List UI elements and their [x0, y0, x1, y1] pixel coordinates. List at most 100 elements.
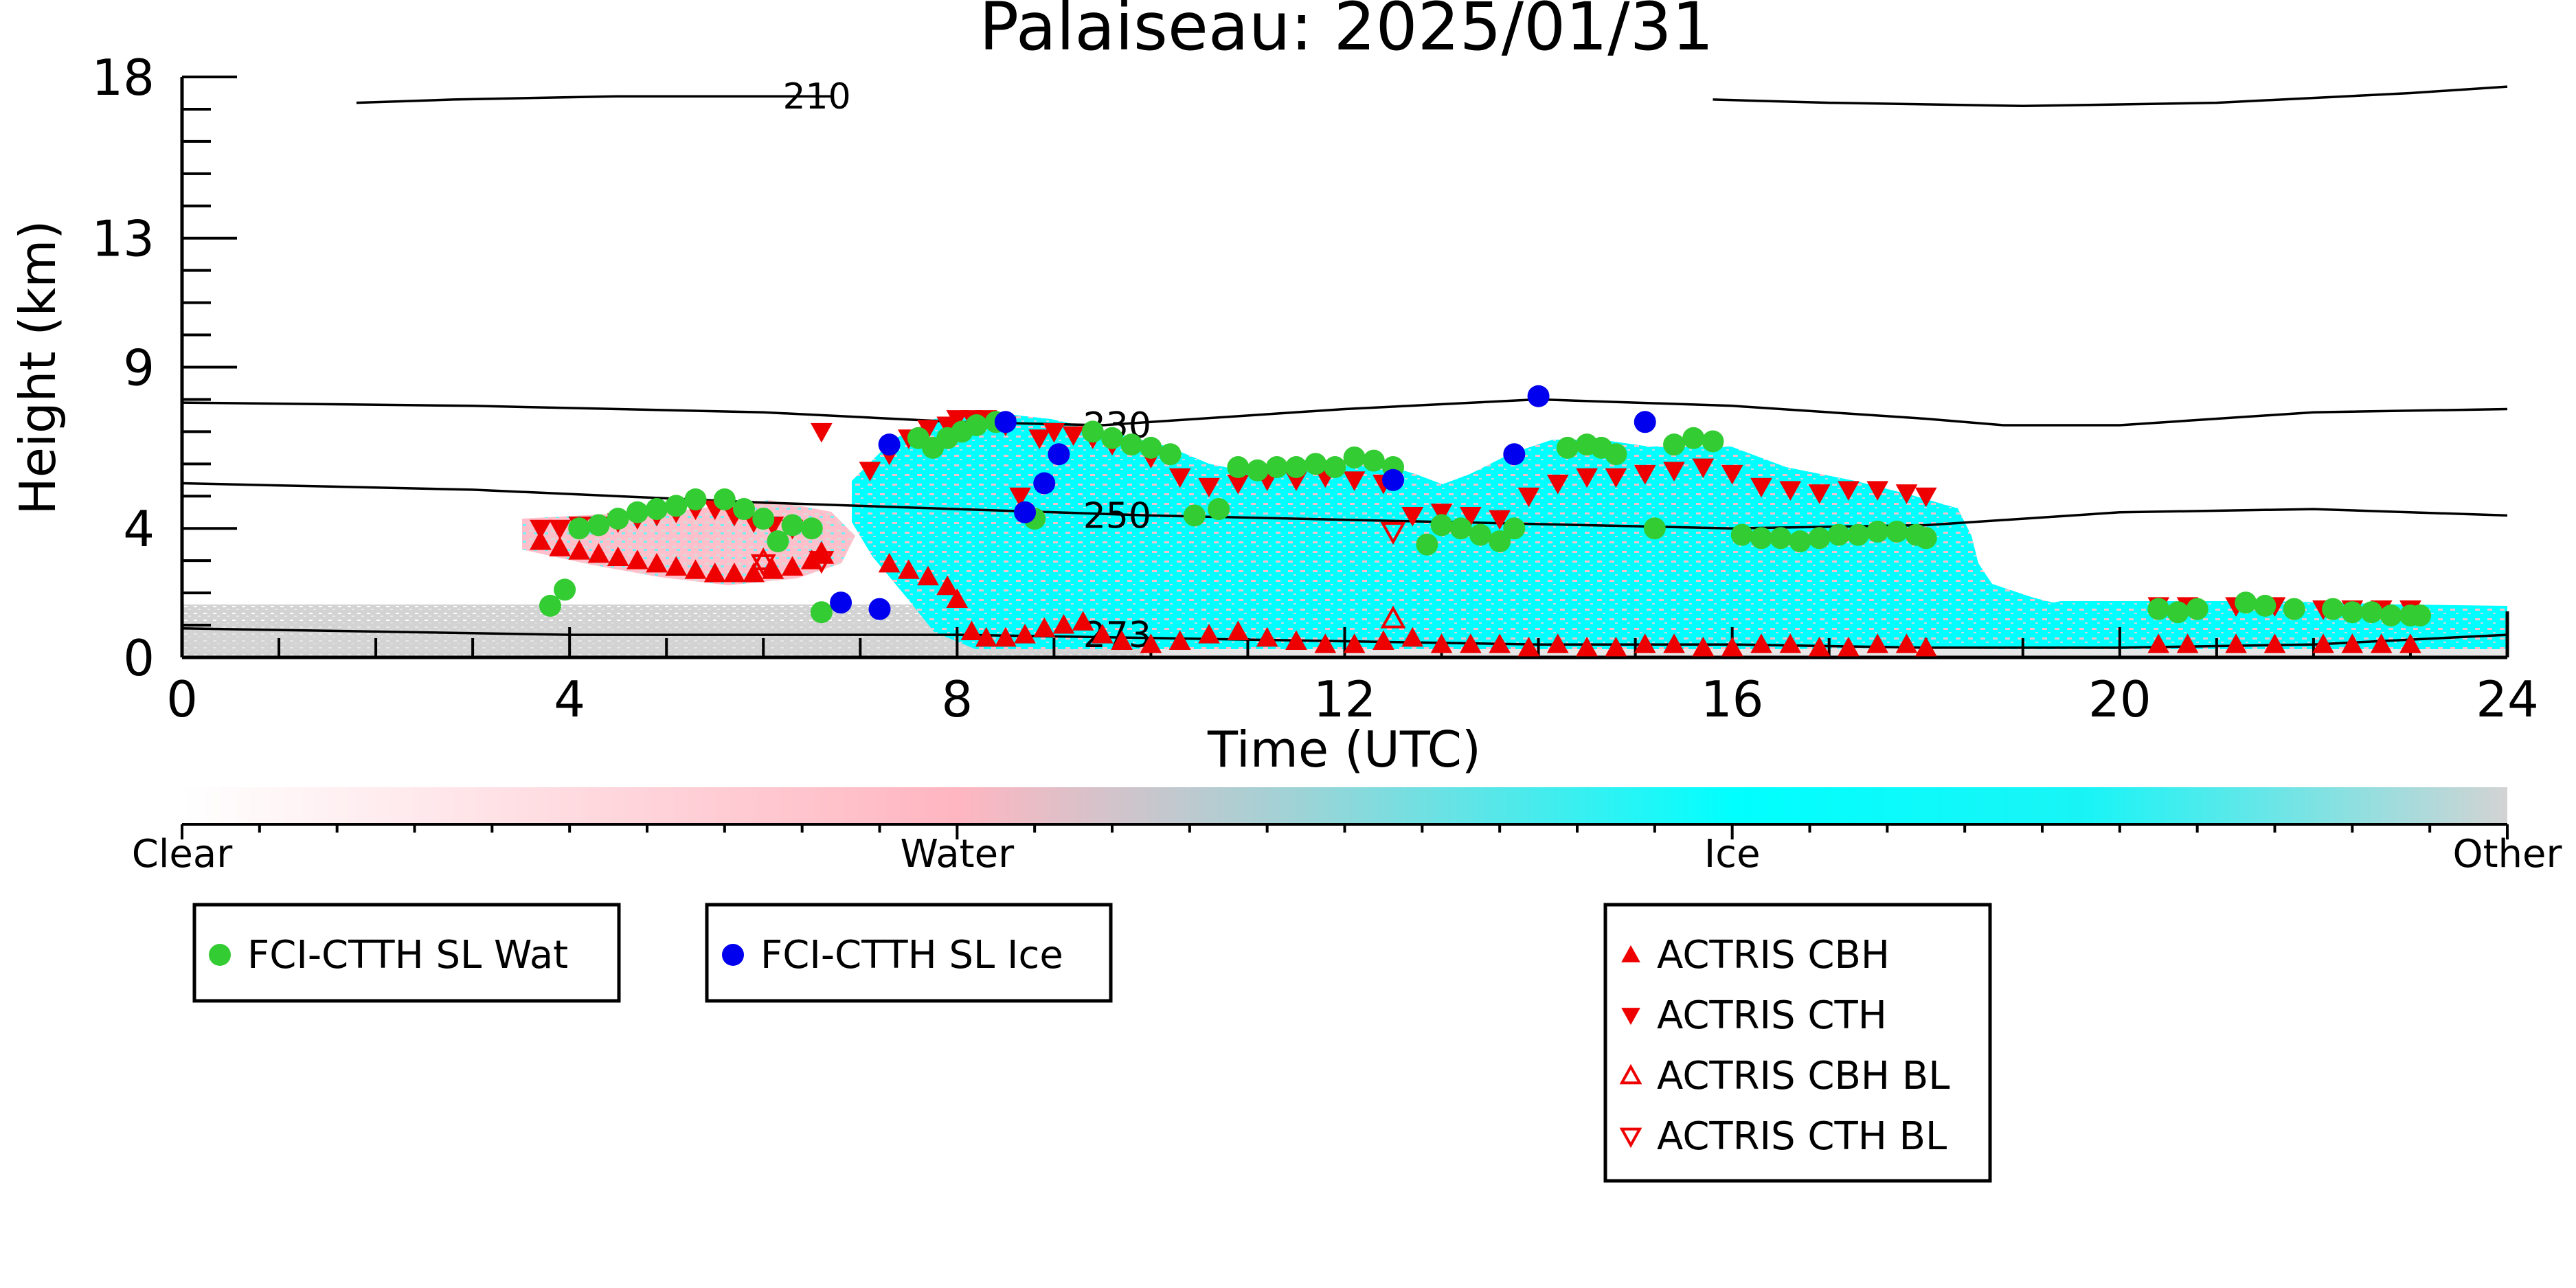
fci-ctth-sl-wat-marker: [2341, 601, 2364, 624]
legend-marker: [1621, 1008, 1640, 1026]
fci-ctth-sl-wat-marker: [684, 488, 707, 510]
actris-cbh-marker: [897, 559, 920, 579]
fci-ctth-sl-wat-marker: [1886, 520, 1908, 543]
legend-box-wat: [192, 903, 621, 1003]
fci-ctth-sl-wat-marker: [1750, 527, 1772, 550]
actris-cbh-marker: [1517, 636, 1540, 657]
actris-cbh-marker: [607, 546, 629, 566]
actris-cth-bl-marker: [809, 551, 835, 574]
actris-cth-marker: [1663, 462, 1685, 482]
actris-cbh-marker: [1546, 633, 1569, 653]
actris-cth-marker: [811, 422, 833, 443]
actris-cbh-marker: [1140, 633, 1162, 653]
fci-ctth-sl-wat-marker: [2167, 601, 2189, 624]
actris-cbh-marker: [1779, 633, 1802, 653]
x-tick-label: 12: [1313, 670, 1377, 728]
fci-ctth-sl-wat-marker: [733, 498, 756, 521]
actris-cbh-marker: [1227, 620, 1250, 640]
actris-cbh-marker: [1576, 636, 1598, 657]
data-markers: [530, 385, 2432, 657]
colorbar-gradient: [182, 787, 2507, 824]
actris-cbh-marker: [1838, 636, 1860, 657]
actris-cth-marker: [530, 519, 552, 540]
actris-cbh-marker: [1914, 636, 1937, 657]
actris-cbh-marker: [1750, 633, 1772, 653]
actris-cbh-bl-marker: [750, 547, 776, 571]
legend-label: FCI-CTTH SL Ice: [760, 933, 1063, 978]
actris-cbh-marker: [1663, 633, 1685, 653]
actris-cbh-marker: [549, 536, 571, 556]
y-tick-label: 4: [123, 500, 155, 558]
fci-ctth-sl-ice-marker: [1382, 468, 1405, 491]
actris-cbh-marker: [1168, 630, 1191, 651]
fci-ctth-sl-wat-marker: [1227, 456, 1250, 479]
actris-cbh-marker: [995, 626, 1017, 647]
legend-label: ACTRIS CTH BL: [1657, 1114, 1947, 1159]
fci-ctth-sl-wat-marker: [1489, 530, 1511, 552]
fci-ctth-sl-wat-marker: [1343, 446, 1366, 468]
actris-cth-marker: [1605, 468, 1627, 488]
isotherm-label: 210: [782, 76, 850, 117]
actris-cbh-marker: [1052, 614, 1075, 634]
legend-marker: [209, 944, 231, 966]
legend-marker: [1619, 1127, 1642, 1149]
actris-cbh-marker: [946, 588, 969, 608]
chart-title: Palaiseau: 2025/01/31: [979, 0, 1714, 65]
actris-cbh-marker: [1314, 633, 1337, 653]
colorbar-label: Ice: [1704, 832, 1761, 877]
x-axis-label: Time (UTC): [1207, 721, 1481, 778]
fci-ctth-sl-wat-marker: [1469, 523, 1491, 546]
x-tick-label: 8: [941, 670, 973, 728]
fci-ctth-sl-wat-marker: [1914, 527, 1937, 550]
fci-ctth-sl-ice-marker: [1503, 443, 1526, 466]
actris-cth-marker: [1401, 506, 1424, 527]
fci-ctth-sl-wat-marker: [607, 508, 629, 530]
fci-ctth-sl-wat-marker: [1730, 523, 1753, 546]
legends: FCI-CTTH SL Wat FCI-CTTH SL Ice ACTRIS CBH…: [192, 903, 1992, 1183]
actris-cbh-marker: [2399, 633, 2421, 653]
actris-cbh-marker: [646, 552, 668, 573]
fci-ctth-sl-wat-marker: [1827, 523, 1850, 546]
axes: 0 4 8 12 16 20 24 0 4 9 13 18: [91, 49, 2538, 728]
fci-ctth-sl-wat-marker: [1847, 523, 1870, 546]
actris-cth-marker: [1489, 510, 1511, 530]
fci-ctth-sl-wat-marker: [2322, 598, 2345, 620]
legend-box-ice: [705, 903, 1113, 1003]
isotherm-line: [181, 398, 2508, 427]
fci-ctth-sl-wat-marker: [810, 601, 833, 624]
legend-marker: [1621, 945, 1640, 962]
legend-label: ACTRIS CBH BL: [1657, 1054, 1950, 1098]
fci-ctth-sl-wat-marker: [1702, 430, 1724, 453]
y-tick-label: 13: [91, 210, 155, 268]
fci-ctth-sl-wat-marker: [1416, 533, 1438, 556]
actris-cbh-marker: [743, 562, 765, 583]
actris-cbh-marker: [1401, 626, 1424, 647]
fci-ctth-sl-wat-marker: [1304, 453, 1327, 475]
actris-cth-marker: [1779, 481, 1802, 501]
x-tick-label: 24: [2476, 670, 2539, 728]
actris-cth-marker: [1460, 506, 1482, 527]
actris-cth-marker: [859, 462, 881, 482]
fci-ctth-sl-wat-marker: [587, 514, 610, 536]
actris-cbh-marker: [1895, 633, 1918, 653]
actris-cbh-marker: [1605, 636, 1627, 657]
colorbar-labels: Clear Water Ice Other: [132, 832, 2563, 877]
legend-items: FCI-CTTH SL Wat FCI-CTTH SL Ice ACTRIS CBH…: [209, 933, 1950, 1159]
actris-cth-marker: [1198, 477, 1220, 498]
actris-cbh-marker: [1111, 630, 1133, 651]
actris-cbh-marker: [1460, 633, 1482, 653]
fci-ctth-sl-wat-marker: [1208, 498, 1230, 521]
fci-ctth-sl-wat-marker: [1503, 517, 1526, 540]
actris-cbh-marker: [626, 550, 648, 569]
y-tick-label: 18: [91, 49, 155, 106]
actris-cth-bl-marker: [750, 554, 776, 577]
actris-cbh-bl-marker: [1380, 605, 1406, 629]
x-tick-label: 20: [2088, 670, 2151, 728]
isotherm-line: [356, 95, 831, 104]
actris-cth-marker: [1634, 464, 1656, 485]
y-axis-label: Height (km): [9, 221, 67, 515]
actris-cbh-marker: [587, 543, 610, 563]
classification-field: [182, 412, 2507, 657]
fci-ctth-sl-wat-marker: [752, 508, 775, 530]
legend-label: ACTRIS CTH: [1657, 993, 1887, 1038]
